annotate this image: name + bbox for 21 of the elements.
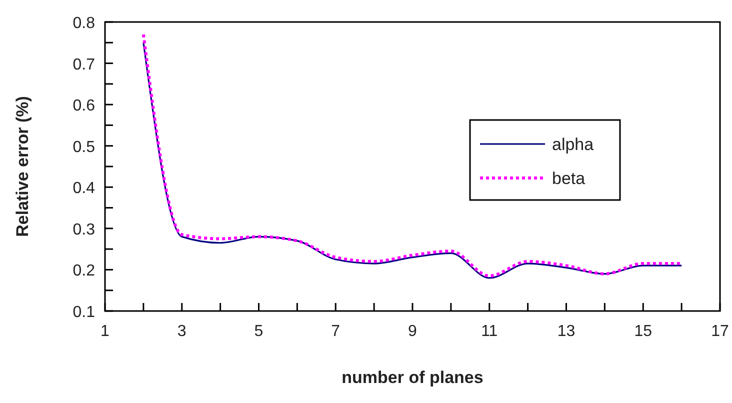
x-tick-label: 11 [481, 323, 498, 340]
y-axis-title: Relative error (%) [13, 96, 32, 237]
y-tick-label: 0.2 [72, 262, 96, 280]
y-tick-label: 0.8 [72, 15, 96, 32]
y-tick-label: 0.3 [72, 221, 96, 238]
x-tick-label: 3 [177, 323, 186, 340]
x-tick-label: 15 [634, 323, 652, 340]
y-tick-label: 0.4 [72, 180, 96, 198]
x-tick-label: 7 [331, 323, 340, 340]
x-tick-label: 1 [100, 323, 110, 340]
x-tick-label: 5 [254, 323, 264, 340]
x-tick-label: 13 [557, 323, 576, 340]
y-tick-label: 0.5 [72, 138, 96, 156]
y-tick-label: 0.6 [72, 98, 96, 115]
x-axis-title: number of planes [342, 368, 484, 387]
x-tick-label: 17 [711, 323, 729, 340]
legend-label: beta [552, 169, 586, 188]
legend-label: alpha [552, 135, 594, 154]
y-tick-label: 0.7 [72, 56, 96, 74]
y-tick-label: 0.1 [72, 304, 96, 321]
x-tick-label: 9 [408, 323, 418, 340]
